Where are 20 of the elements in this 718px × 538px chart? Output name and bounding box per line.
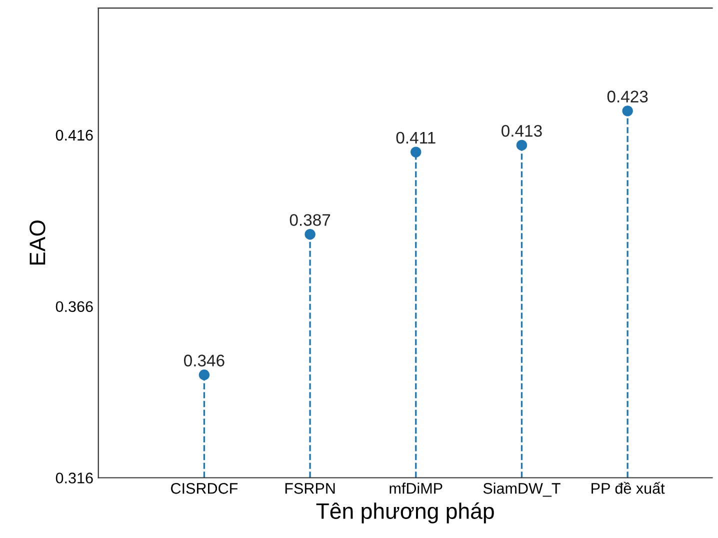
point [622,106,633,116]
y-tick-label: 0.316 [56,472,93,484]
y-axis-title: EAO [30,220,46,265]
data-label: 0.423 [607,90,648,102]
x-tick-label: mfDiMP [390,482,442,494]
data-label: 0.411 [396,132,436,144]
data-label: 0.346 [184,354,224,366]
x-axis-title: Tên phương pháp [316,502,494,524]
data-label: 0.387 [290,214,330,226]
y-tick-label: 0.416 [56,130,93,141]
x-tick-label: FSRPN [285,483,335,494]
point [198,370,210,380]
point [410,146,422,158]
point [304,228,316,240]
x-tick-label: PP đề xuất [592,482,665,494]
x-tick-label: SiamDW_T [483,482,560,497]
data-label: 0.413 [502,124,542,137]
point [516,140,528,151]
y-tick-label: 0.366 [56,301,93,312]
x-tick-label: CISRDCF [171,483,238,494]
